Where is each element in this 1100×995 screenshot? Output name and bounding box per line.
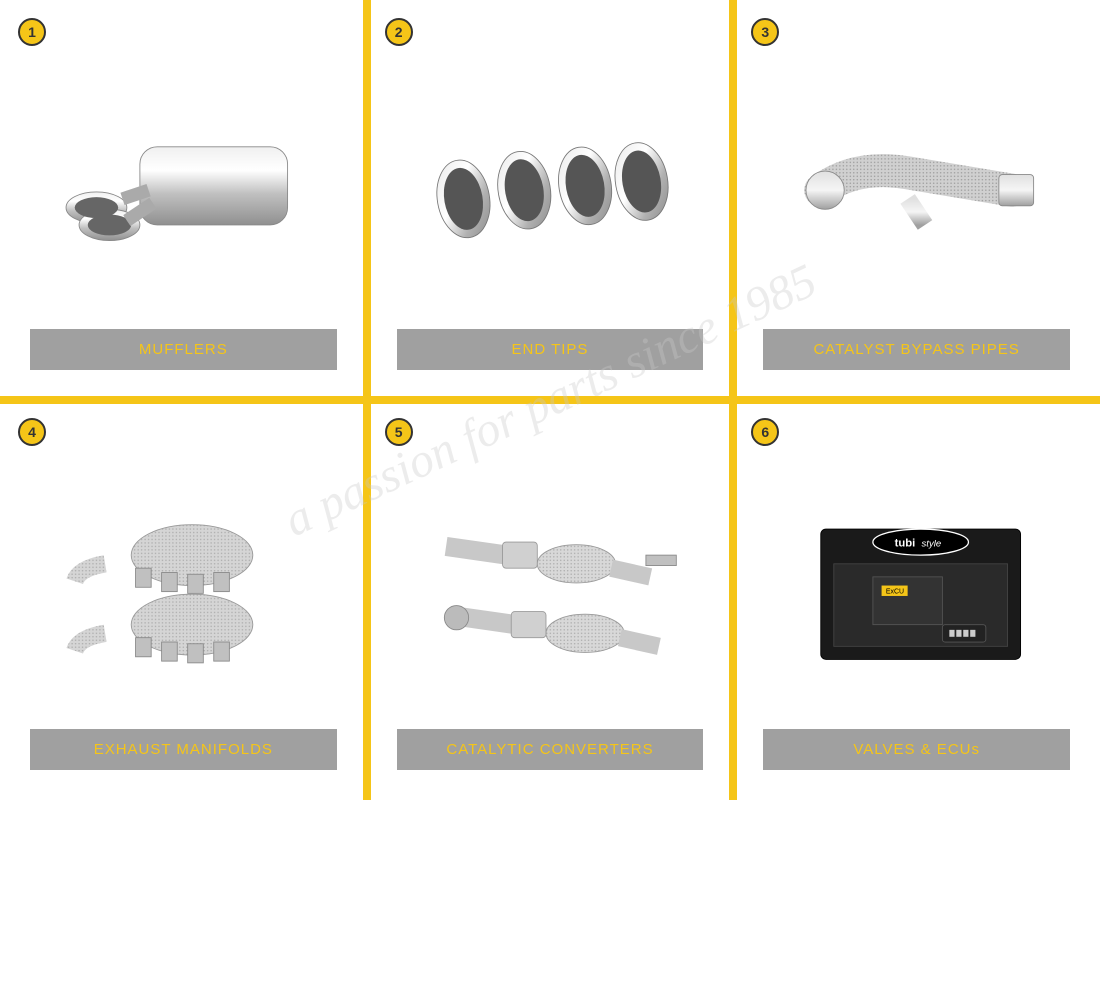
product-cell-mufflers[interactable]: 1 MUFFLERS <box>0 0 367 400</box>
product-grid: 1 MUFFLERS <box>0 0 1100 800</box>
cell-number-badge: 1 <box>18 18 46 46</box>
product-label: END TIPS <box>397 329 704 370</box>
cell-number-badge: 2 <box>385 18 413 46</box>
cell-number-badge: 5 <box>385 418 413 446</box>
svg-text:ExCU: ExCU <box>886 588 904 595</box>
product-cell-endtips[interactable]: 2 END TI <box>367 0 734 400</box>
tubi-logo-text: tubi <box>895 538 916 550</box>
converters-icon <box>420 503 681 677</box>
svg-text:style: style <box>922 539 942 550</box>
product-label: MUFFLERS <box>30 329 337 370</box>
product-cell-converters[interactable]: 5 CATAL <box>367 400 734 800</box>
bypass-pipe-icon <box>786 112 1047 268</box>
muffler-icon <box>53 112 314 268</box>
product-cell-bypass[interactable]: 3 CATALYS <box>733 0 1100 400</box>
product-cell-manifolds[interactable]: 4 <box>0 400 367 800</box>
product-label: CATALYTIC CONVERTERS <box>397 729 704 770</box>
ecu-box-icon: ExCU tubi style <box>786 503 1047 677</box>
grid-divider-horizontal <box>0 396 1100 404</box>
endtips-icon <box>420 112 681 268</box>
product-label: CATALYST BYPASS PIPES <box>763 329 1070 370</box>
cell-number-badge: 4 <box>18 418 46 446</box>
product-cell-ecus[interactable]: 6 ExCU tubi style VALVES & ECUs <box>733 400 1100 800</box>
manifolds-icon <box>53 503 314 677</box>
product-label: VALVES & ECUs <box>763 729 1070 770</box>
product-label: EXHAUST MANIFOLDS <box>30 729 337 770</box>
